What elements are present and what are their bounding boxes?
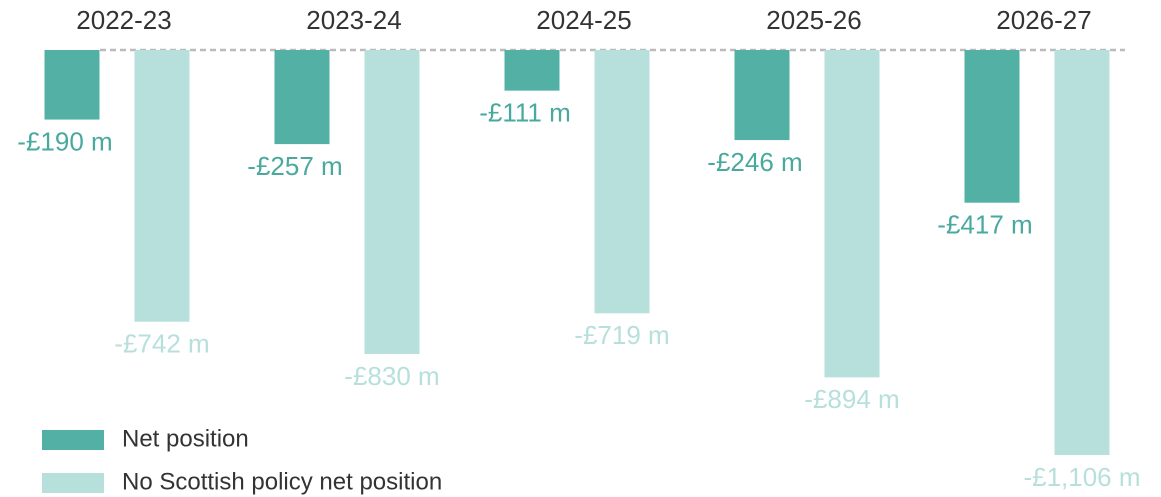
legend-swatch xyxy=(42,430,104,450)
legend-label: Net position xyxy=(122,425,249,452)
legend-swatch xyxy=(42,473,104,493)
category-label: 2023-24 xyxy=(306,5,401,35)
legend-label: No Scottish policy net position xyxy=(122,468,442,495)
value-label: -£257 m xyxy=(247,151,342,181)
value-label: -£417 m xyxy=(937,210,1032,240)
bar xyxy=(594,50,650,314)
bar xyxy=(504,50,560,91)
value-label: -£894 m xyxy=(804,384,899,414)
value-label: -£1,106 m xyxy=(1023,462,1140,492)
bar xyxy=(364,50,420,354)
category-label: 2024-25 xyxy=(536,5,631,35)
bar xyxy=(734,50,790,141)
bar xyxy=(134,50,190,322)
category-label: 2025-26 xyxy=(766,5,861,35)
bar xyxy=(44,50,100,120)
value-label: -£830 m xyxy=(344,361,439,391)
category-label: 2022-23 xyxy=(76,5,171,35)
value-label: -£719 m xyxy=(574,320,669,350)
bar xyxy=(824,50,880,378)
value-label: -£742 m xyxy=(114,329,209,359)
bar xyxy=(964,50,1020,203)
value-label: -£111 m xyxy=(479,98,571,128)
bar xyxy=(1054,50,1110,455)
bar xyxy=(274,50,330,145)
value-label: -£246 m xyxy=(707,147,802,177)
category-label: 2026-27 xyxy=(996,5,1091,35)
value-label: -£190 m xyxy=(17,126,112,156)
